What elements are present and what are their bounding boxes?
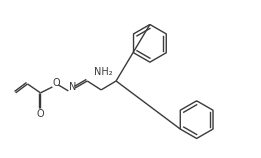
Text: O: O <box>52 78 60 88</box>
Text: O: O <box>37 109 44 119</box>
Text: N: N <box>69 82 76 92</box>
Text: NH₂: NH₂ <box>94 67 113 77</box>
